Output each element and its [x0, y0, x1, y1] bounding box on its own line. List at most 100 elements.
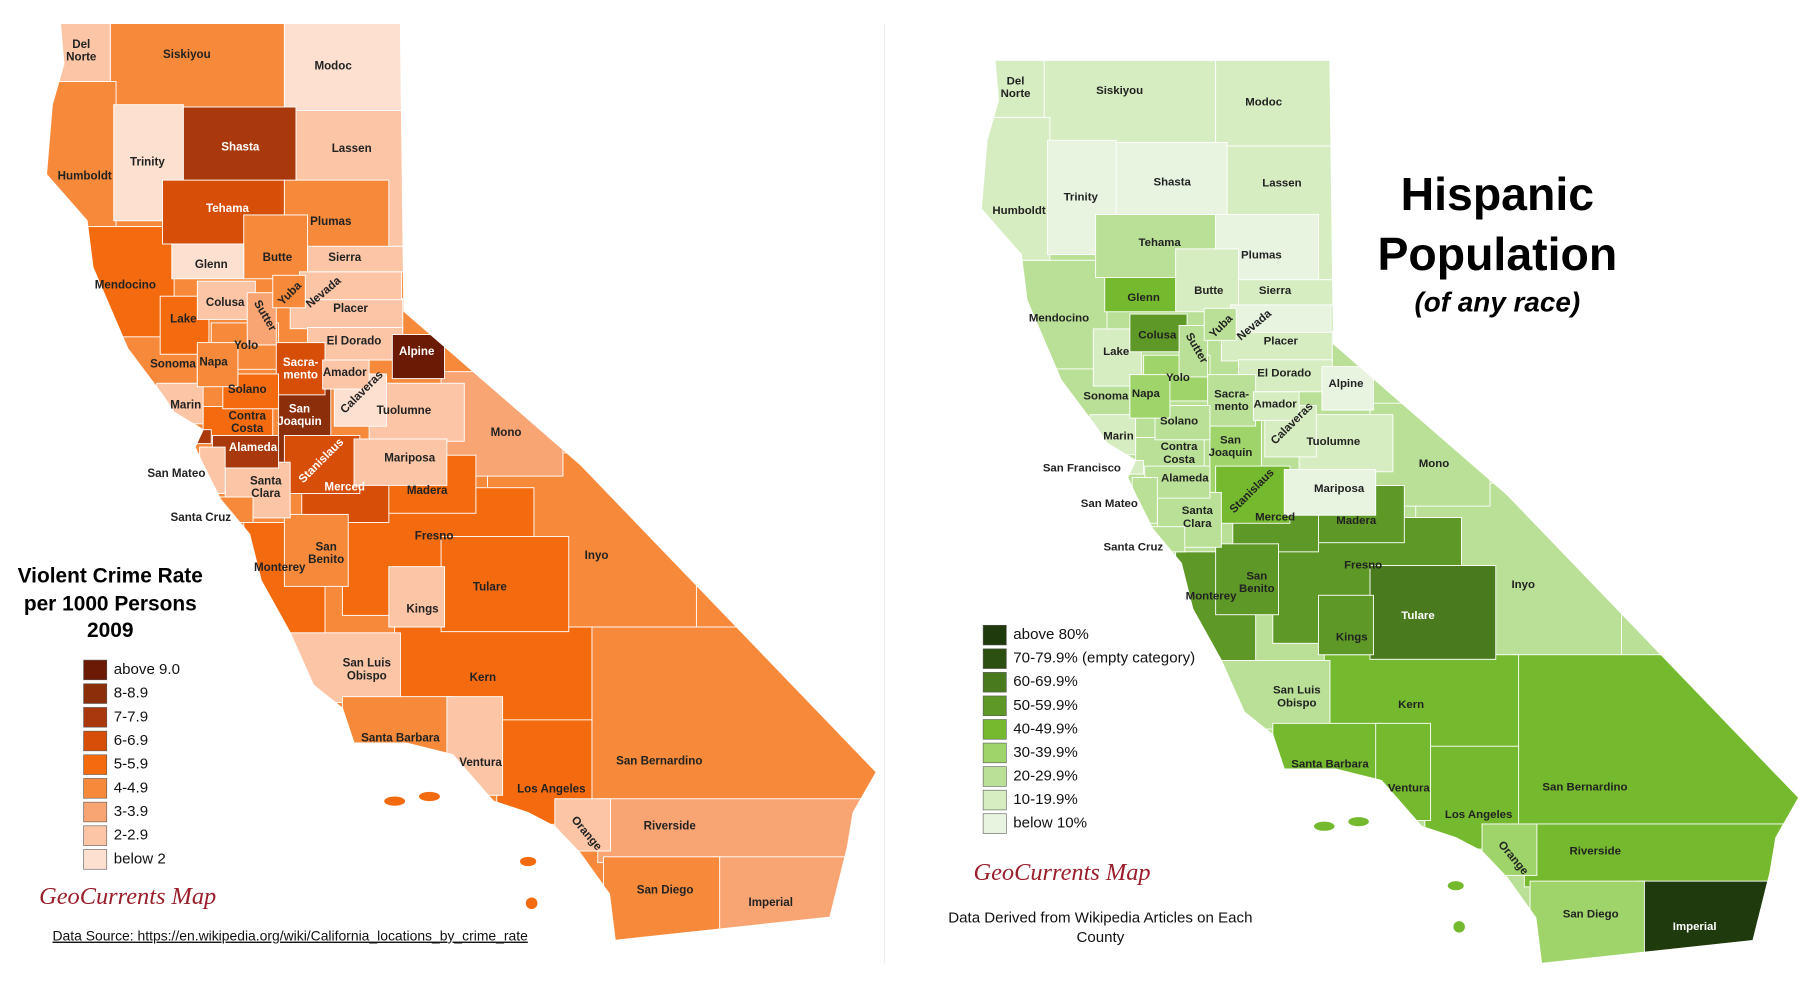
legend-label: below 2	[114, 850, 166, 867]
county-label: Contra Costa	[1161, 441, 1198, 466]
county-label: Sierra	[328, 251, 361, 264]
county-label-line: Tehama	[1138, 237, 1181, 249]
county-label-line: El Dorado	[327, 335, 382, 348]
county	[597, 798, 877, 864]
county-label: Contra Costa	[229, 409, 267, 435]
county-label-line: Contra	[1161, 441, 1198, 453]
county	[283, 513, 349, 587]
county-label: Riverside	[644, 820, 697, 833]
county-label: San Benito	[1239, 570, 1275, 595]
county-label-line: Solano	[1160, 416, 1198, 428]
county	[353, 438, 448, 486]
island	[520, 856, 537, 867]
county-label: Inyo	[585, 549, 609, 562]
credit: GeoCurrents Map	[974, 859, 1151, 886]
legend-label: 3-3.9	[114, 803, 148, 820]
county-label: Shasta	[221, 141, 260, 154]
state-outline	[980, 59, 1800, 965]
county-label: Shasta	[1153, 177, 1191, 189]
county-label: Ventura	[1388, 783, 1431, 795]
county-label: Merced	[324, 481, 365, 494]
county	[1512, 654, 1799, 827]
county-label-line: Mariposa	[384, 452, 435, 465]
county-label: Madera	[1336, 515, 1377, 527]
island	[1447, 881, 1464, 891]
county-label-line: Monterey	[1186, 590, 1237, 602]
legend-label: 30-39.9%	[1013, 744, 1078, 761]
county-label: Santa Cruz	[1103, 541, 1163, 553]
county-label: Monterey	[1186, 590, 1237, 602]
county-label-line: San	[289, 402, 310, 415]
county	[391, 334, 446, 380]
county-label: Butte	[1194, 285, 1223, 297]
county	[1220, 330, 1333, 362]
county-label: Mono	[491, 426, 522, 439]
county-label-line: Modoc	[314, 59, 352, 72]
county	[109, 23, 285, 111]
county-label: El Dorado	[327, 335, 382, 348]
county	[171, 243, 245, 280]
county-label: Tuolumne	[1307, 436, 1361, 448]
county-label-line: San	[1220, 434, 1241, 446]
county-label: San Joaquin	[1209, 434, 1253, 459]
county-label-line: mento	[1215, 401, 1249, 413]
county-label-line: Mendocino	[95, 279, 156, 292]
county-label-line: Costa	[1163, 454, 1195, 466]
county-label: San Mateo	[1081, 498, 1138, 510]
county-label: Tehama	[1138, 237, 1181, 249]
county	[283, 23, 404, 111]
county-label-line: Lake	[170, 312, 197, 325]
county-label-line: Solano	[228, 383, 267, 396]
island	[525, 897, 538, 910]
county-label-line: Benito	[308, 553, 344, 566]
map-title: Violent Crime Rate	[18, 565, 203, 588]
county-label: Placer	[1264, 335, 1299, 347]
county-label: San Joaquin	[277, 402, 321, 428]
county-label: Los Angeles	[1445, 809, 1512, 821]
county-label-line: Glenn	[195, 258, 228, 271]
county-label: San Mateo	[147, 467, 205, 480]
county-label-line: Lake	[1103, 346, 1129, 358]
county-label: Lassen	[332, 142, 372, 155]
county-label-line: Amador	[1254, 398, 1298, 410]
legend-swatch	[982, 742, 1007, 764]
county-label-line: Alameda	[1161, 473, 1209, 485]
county-label: Marin	[1103, 430, 1133, 442]
county-label-line: San	[316, 541, 337, 554]
county-label: San Benito	[308, 541, 344, 567]
county	[1043, 60, 1217, 147]
county-label-line: Sacra-	[283, 356, 319, 369]
county-label: Butte	[263, 251, 293, 264]
county-label: San Bernardino	[1542, 781, 1627, 793]
county	[196, 342, 239, 388]
county-label: Del Norte	[1001, 75, 1031, 100]
county-label: Alpine	[1329, 378, 1364, 390]
county	[275, 342, 326, 396]
county-label-line: Tuolumne	[377, 404, 432, 417]
county-label: San Diego	[1563, 908, 1619, 920]
county-label-line: Fresno	[1344, 560, 1382, 572]
county	[1175, 248, 1239, 313]
county-label-line: Plumas	[1241, 250, 1282, 262]
county-label: Siskiyou	[163, 48, 211, 61]
county-label-line: Inyo	[585, 549, 609, 562]
map-title: Hispanic	[1401, 168, 1594, 220]
county-label-line: Napa	[199, 355, 228, 368]
county-label-line: San Diego	[1563, 908, 1619, 920]
credit: GeoCurrents Map	[39, 883, 216, 910]
county-label: Mariposa	[1314, 483, 1365, 495]
county-label: Mendocino	[1029, 313, 1089, 325]
county-label: Alpine	[399, 345, 435, 358]
hispanic-map: Del Norte Siskiyou Modoc Humboldt Trinity Shas…	[980, 59, 1800, 965]
county	[283, 435, 361, 494]
county-label-line: Clara	[1183, 518, 1212, 530]
legend-swatch	[83, 754, 108, 775]
county	[1215, 543, 1279, 616]
county	[1230, 304, 1332, 333]
county-label: Plumas	[310, 215, 351, 228]
legend-label: 7-7.9	[114, 708, 148, 725]
county-label: Colusa	[206, 296, 245, 309]
legend-label: 20-29.9%	[1013, 767, 1078, 784]
county-label: Imperial	[748, 896, 792, 909]
county-label: San Diego	[637, 884, 694, 897]
